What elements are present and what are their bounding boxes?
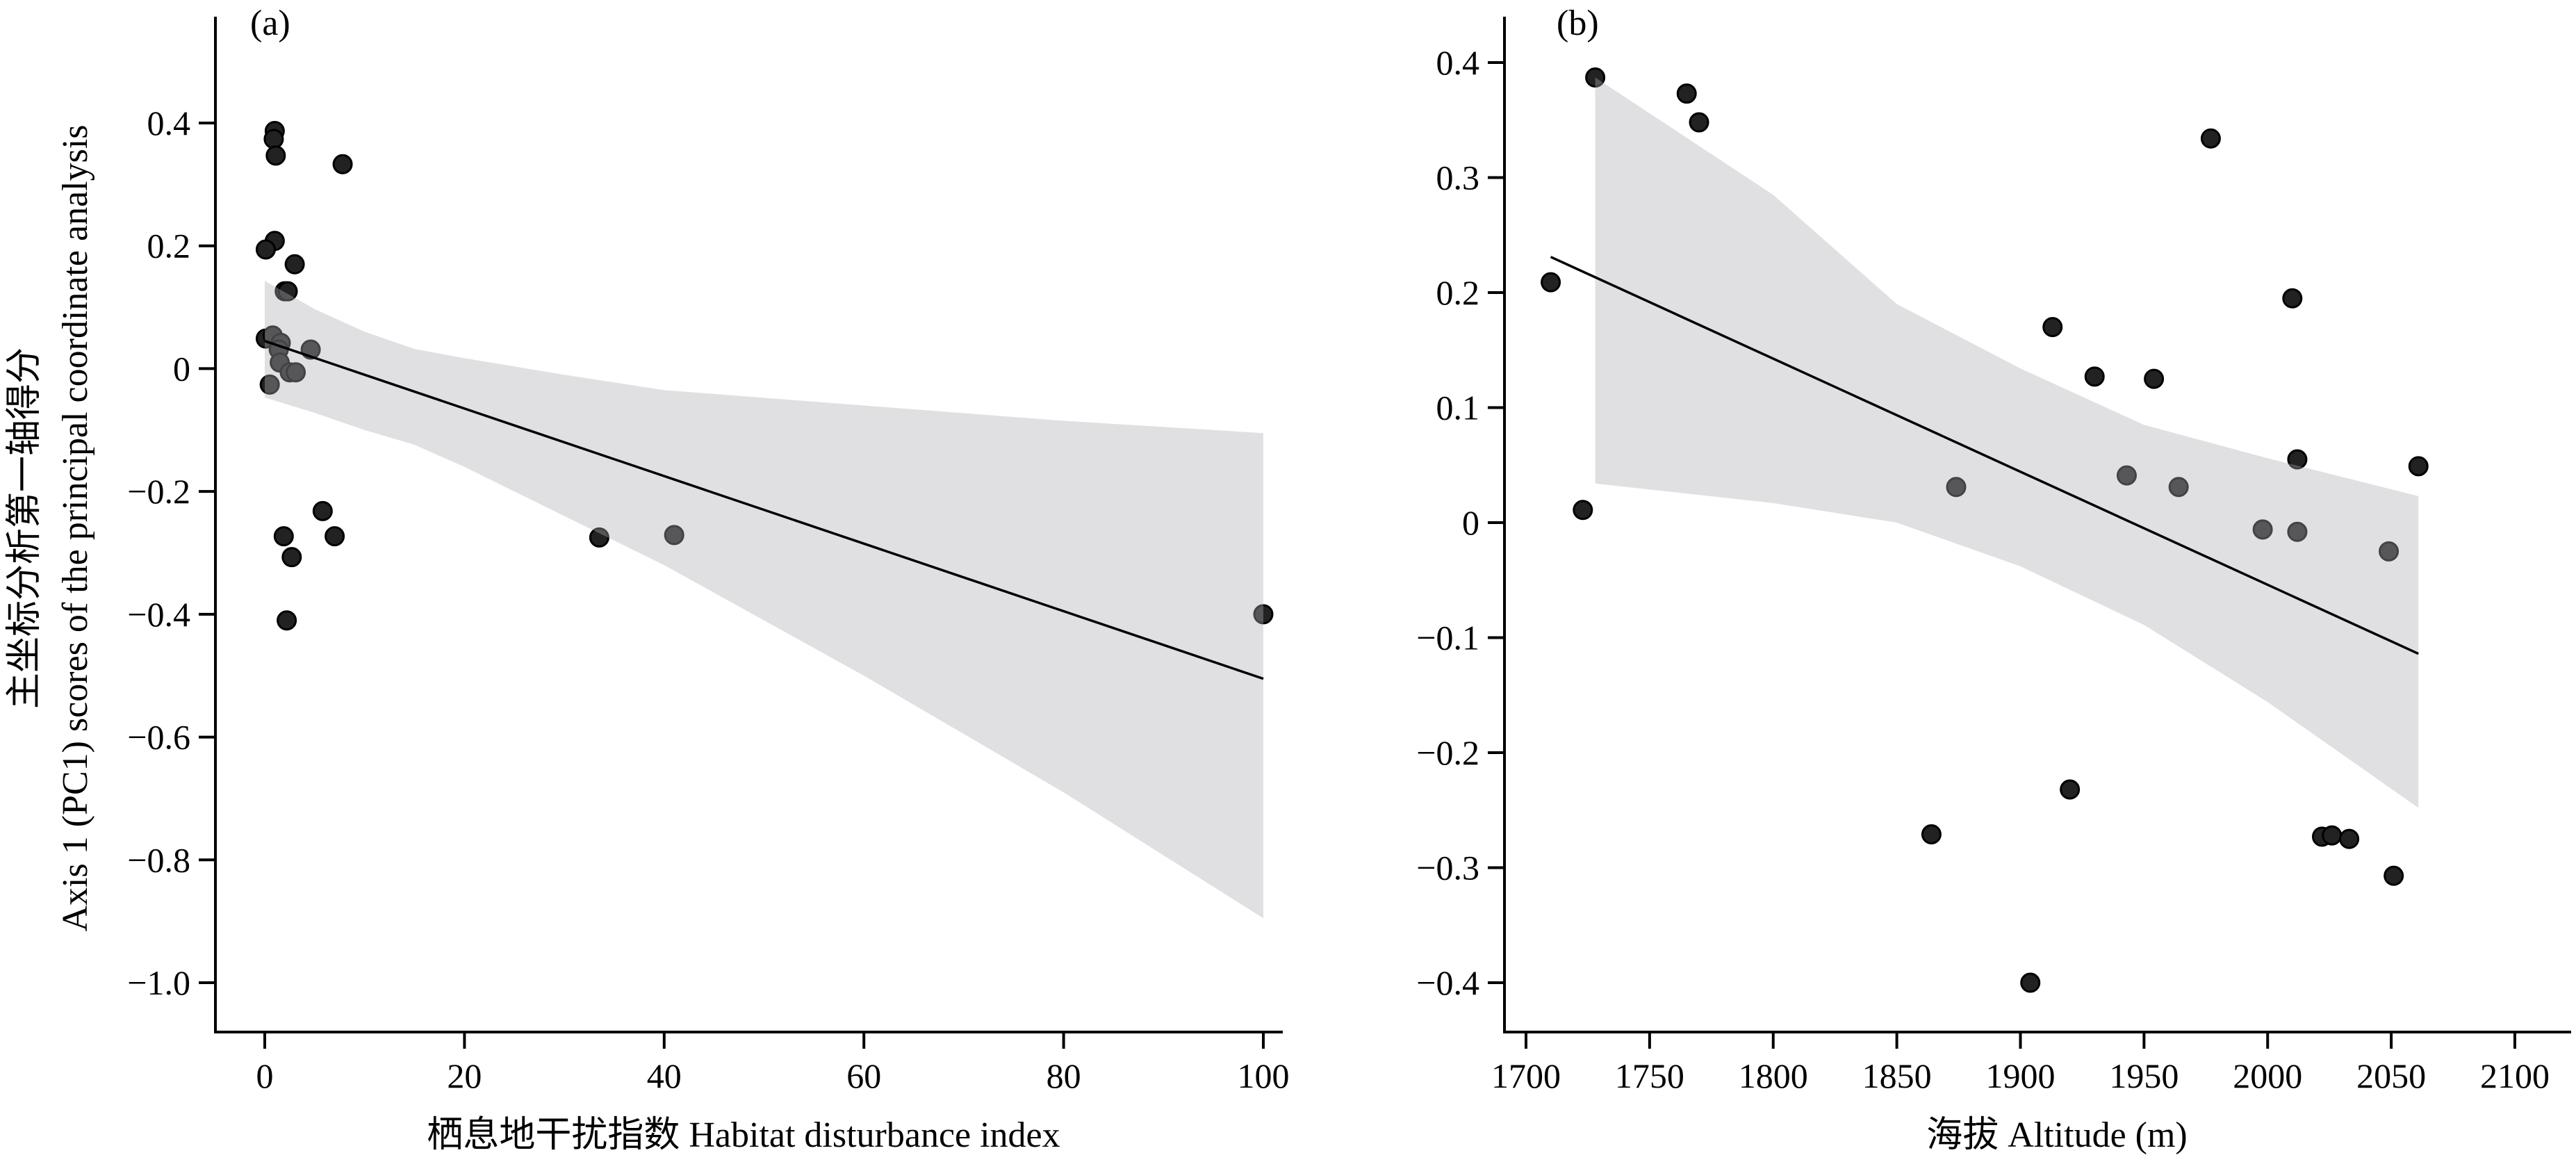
panel-b-data-point bbox=[1585, 67, 1606, 88]
panel-a-data-point bbox=[589, 527, 609, 548]
panel-b-y-tick-label: 0 bbox=[1462, 503, 1479, 542]
panel-a-y-tick-label: 0.4 bbox=[147, 104, 191, 142]
panel-b-x-tick-label: 1850 bbox=[1862, 1056, 1932, 1095]
panel-a-x-tick-label: 60 bbox=[846, 1056, 881, 1095]
panel-a-data-point bbox=[312, 500, 333, 521]
panel-b-data-point bbox=[1921, 824, 1942, 845]
y-axis-title-en: Axis 1 (PC1) scores of the principal coo… bbox=[56, 124, 95, 931]
panel-a-data-point bbox=[284, 254, 305, 275]
panel-a-y-tick-label: 0 bbox=[173, 349, 190, 388]
panel-a-data-point bbox=[255, 239, 276, 260]
panel-b-label: (b) bbox=[1557, 3, 1599, 43]
panel-b-data-point bbox=[2116, 465, 2137, 486]
panel-a-y-tick-label: 0.2 bbox=[147, 227, 191, 265]
panel-b-data-point bbox=[2322, 825, 2343, 846]
panel-a-data-point bbox=[286, 362, 306, 383]
panel-b-data-point bbox=[2042, 317, 2063, 338]
panel-a-x-tick-label: 80 bbox=[1047, 1056, 1081, 1095]
panel-b-data-point bbox=[2287, 521, 2308, 542]
panel-b-y-tick-label: −0.4 bbox=[1416, 963, 1479, 1002]
panel-b-x-tick-label: 1700 bbox=[1491, 1056, 1561, 1095]
panel-b-x-tick-label: 1750 bbox=[1615, 1056, 1684, 1095]
y-axis-title-cn: 主坐标分析第一轴得分 bbox=[5, 347, 44, 709]
panel-b-y-tick-label: 0.2 bbox=[1436, 273, 1480, 312]
panel-a-x-tick-label: 20 bbox=[447, 1056, 482, 1095]
panel-b-data-point bbox=[1946, 477, 1967, 498]
panel-b-data-point bbox=[2339, 828, 2360, 849]
panel-b-y-tick-label: 0.1 bbox=[1436, 388, 1480, 427]
panel-b-y-tick-label: −0.2 bbox=[1416, 733, 1479, 772]
panel-b-data-point bbox=[2084, 366, 2105, 387]
panel-b-x-tick-label: 2050 bbox=[2356, 1056, 2426, 1095]
panel-b-data-point bbox=[2020, 972, 2041, 993]
panel-a-data-point bbox=[1253, 604, 1274, 625]
panel-a-y-tick-label: −0.2 bbox=[127, 472, 190, 511]
panel-a-xlabel: 栖息地干扰指数 Habitat disturbance index bbox=[427, 1115, 1060, 1155]
panel-b-y-tick-label: −0.3 bbox=[1416, 849, 1479, 887]
panel-b-data-point bbox=[2408, 456, 2429, 477]
panel-b-data-point bbox=[2379, 541, 2399, 562]
panel-b-data-point bbox=[2200, 128, 2221, 149]
panel-a-label: (a) bbox=[250, 3, 290, 43]
panel-a-y-tick-label: −0.4 bbox=[127, 595, 190, 634]
panel-b-data-point bbox=[2287, 449, 2308, 470]
panel-a-data-point bbox=[281, 547, 302, 568]
panel-b-x-tick-label: 2000 bbox=[2233, 1056, 2302, 1095]
panel-a-x-tick-label: 40 bbox=[647, 1056, 682, 1095]
panel-b-data-point bbox=[2144, 368, 2165, 389]
panel-a-data-point bbox=[325, 526, 345, 547]
panel-b-data-point bbox=[2252, 519, 2273, 540]
panel-b-data-point bbox=[2168, 477, 2189, 498]
panel-a-regression-line bbox=[264, 340, 1264, 680]
panel-a-data-point bbox=[265, 145, 286, 166]
panel-a-data-point bbox=[263, 129, 284, 149]
panel-a: 0 20 40 60 80 100 0.4 0.2 0 −0.2 −0.4 −0.6 −0.8 −1.0 bbox=[127, 17, 1290, 1095]
panel-a-x-tick-label: 0 bbox=[256, 1056, 274, 1095]
panel-b-x-tick-label: 1950 bbox=[2109, 1056, 2179, 1095]
panel-b-data-point bbox=[2060, 779, 2081, 800]
panel-b-x-tick-label: 2100 bbox=[2480, 1056, 2550, 1095]
panel-b-data-point bbox=[1689, 112, 1709, 133]
panel-a-data-point bbox=[332, 154, 353, 174]
panel-b-x-tick-label: 1800 bbox=[1739, 1056, 1808, 1095]
panel-a-data-point bbox=[277, 610, 297, 631]
panel-a-y-tick-label: −0.8 bbox=[127, 840, 190, 879]
panel-b-data-point bbox=[1676, 83, 1697, 104]
panel-a-y-tick-label: −0.6 bbox=[127, 718, 190, 757]
panel-b-confidence-band bbox=[1595, 77, 2419, 808]
panel-b: 1700 1750 1800 1850 1900 1950 2000 2050 2100 0.4 0… bbox=[1416, 17, 2571, 1095]
panel-a-x-tick-label: 100 bbox=[1238, 1056, 1290, 1095]
panel-b-data-point bbox=[2282, 288, 2303, 309]
panel-b-x-tick-label: 1900 bbox=[1986, 1056, 2056, 1095]
panel-b-regression-line bbox=[1550, 256, 2419, 655]
panel-b-data-point bbox=[1541, 272, 1561, 293]
panel-b-data-point bbox=[1573, 500, 1593, 521]
panel-a-data-point bbox=[277, 281, 298, 302]
panel-b-y-tick-label: 0.3 bbox=[1436, 158, 1480, 197]
panel-a-confidence-band bbox=[265, 281, 1263, 919]
panel-b-xlabel: 海拔 Altitude (m) bbox=[1926, 1115, 2188, 1155]
panel-a-data-point bbox=[664, 525, 684, 546]
panel-a-y-tick-label: −1.0 bbox=[127, 963, 190, 1002]
panel-b-y-tick-label: 0.4 bbox=[1436, 43, 1480, 82]
panel-b-data-point bbox=[2384, 865, 2404, 886]
panel-a-data-point bbox=[273, 526, 294, 547]
panel-a-data-point bbox=[259, 374, 280, 395]
panel-b-y-tick-label: −0.1 bbox=[1416, 619, 1479, 657]
